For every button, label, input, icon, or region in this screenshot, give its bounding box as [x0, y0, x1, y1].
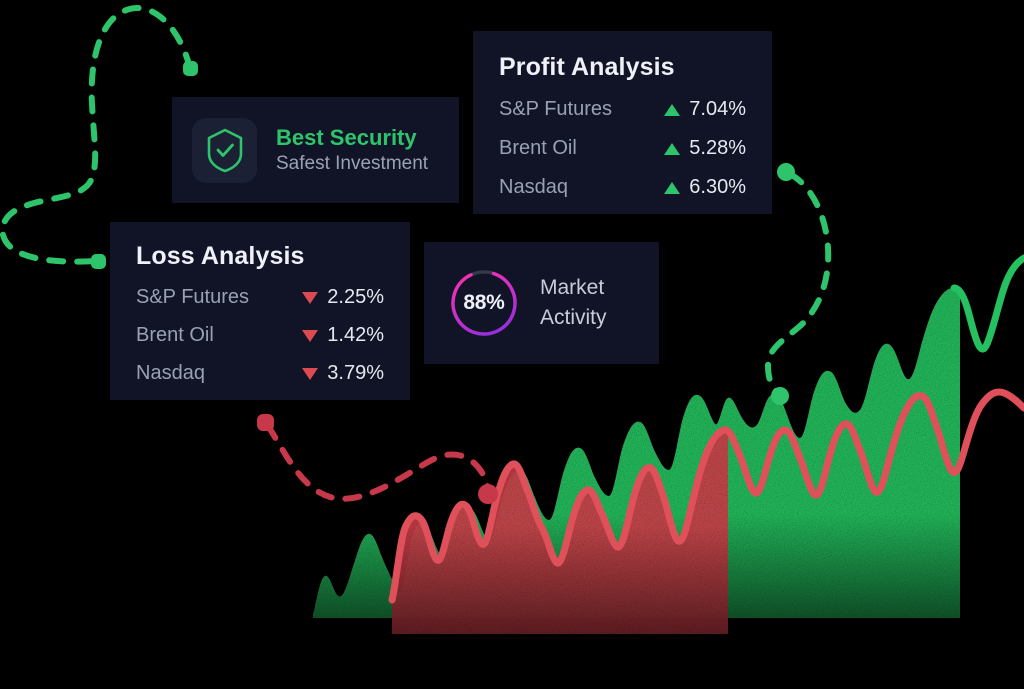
row-percent: 3.79%: [327, 362, 384, 384]
row-value: 2.25%: [302, 286, 384, 309]
loss-card-title: Loss Analysis: [136, 242, 305, 270]
table-row: Brent Oil 5.28%: [499, 137, 746, 160]
row-value: 3.79%: [302, 362, 384, 385]
green-path-dot-top: [183, 61, 198, 76]
loss-analysis-card[interactable]: Loss Analysis S&P Futures 2.25% Brent Oi…: [110, 222, 410, 400]
row-label: S&P Futures: [136, 286, 250, 308]
row-percent: 5.28%: [689, 137, 746, 159]
market-activity-title: Market Activity: [540, 273, 607, 334]
donut-percent-label: 88%: [463, 291, 505, 314]
triangle-up-icon: [664, 181, 681, 194]
triangle-up-icon: [664, 103, 681, 116]
row-percent: 7.04%: [689, 98, 746, 120]
green-right-dot-bottom: [771, 387, 789, 405]
green-path-dot-bottom: [91, 254, 106, 269]
losses-area: [392, 430, 728, 634]
table-row: S&P Futures 2.25%: [136, 286, 384, 309]
market-activity-card[interactable]: 88% Market Activity: [424, 242, 659, 364]
market-title-line1: Market: [540, 275, 605, 299]
row-label: Nasdaq: [136, 362, 205, 384]
losses-line: [388, 388, 1024, 604]
row-percent: 1.42%: [327, 324, 384, 346]
security-text-group: Best Security Safest Investment: [276, 125, 428, 175]
shield-icon-container: [192, 117, 257, 183]
table-row: S&P Futures 7.04%: [499, 98, 746, 121]
donut-chart-icon: [451, 270, 517, 336]
row-value: 6.30%: [664, 176, 746, 199]
profit-analysis-card[interactable]: Profit Analysis S&P Futures 7.04% Brent …: [473, 31, 772, 214]
table-row: Nasdaq 3.79%: [136, 362, 384, 385]
row-label: Nasdaq: [499, 176, 568, 198]
row-value: 5.28%: [664, 137, 746, 160]
row-percent: 2.25%: [327, 286, 384, 308]
row-label: S&P Futures: [499, 98, 613, 120]
triangle-down-icon: [302, 367, 319, 380]
red-path-dot-start: [257, 414, 274, 431]
triangle-down-icon: [302, 329, 319, 342]
green-dashed-path-right: [764, 171, 832, 398]
shield-check-icon: [207, 128, 242, 173]
red-dashed-path: [265, 423, 491, 502]
market-activity-donut: 88%: [448, 267, 520, 339]
row-label: Brent Oil: [136, 324, 214, 346]
triangle-down-icon: [302, 291, 319, 304]
triangle-up-icon: [664, 142, 681, 155]
gains-line: [950, 254, 1024, 353]
market-title-line2: Activity: [540, 306, 607, 329]
table-row: Nasdaq 6.30%: [499, 176, 746, 199]
row-value: 1.42%: [302, 324, 384, 347]
table-row: Brent Oil 1.42%: [136, 324, 384, 347]
red-path-dot-end: [478, 484, 498, 504]
security-title: Best Security: [276, 125, 417, 150]
row-percent: 6.30%: [689, 176, 746, 198]
green-right-dot-top: [777, 163, 795, 181]
row-label: Brent Oil: [499, 137, 577, 159]
best-security-card[interactable]: Best Security Safest Investment: [172, 97, 459, 203]
security-subtitle: Safest Investment: [276, 153, 429, 174]
row-value: 7.04%: [664, 98, 746, 121]
profit-card-title: Profit Analysis: [499, 53, 675, 81]
